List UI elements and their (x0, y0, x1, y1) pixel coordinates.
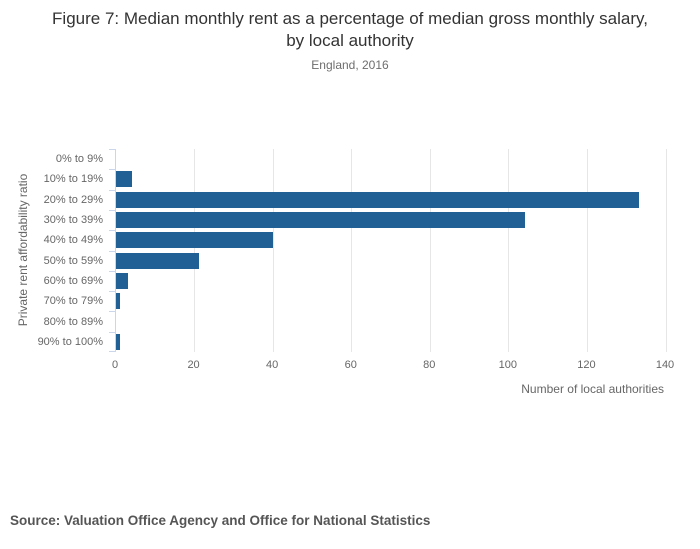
bar-30% to 39% (116, 212, 525, 229)
gridline-140 (665, 149, 667, 352)
y-axis-label: 0% to 9% (55, 153, 103, 166)
x-axis-tick-label: 20 (187, 359, 200, 371)
x-axis-tick-labels: 0 20 40 60 80 100 120 140 (111, 359, 674, 373)
gridline-40 (272, 149, 274, 352)
x-axis-tick-label: 120 (577, 359, 596, 371)
chart-title: Figure 7: Median monthly rent as a perce… (52, 9, 648, 50)
category-axis-tick (109, 311, 115, 312)
y-axis-label: 30% to 39% (43, 214, 103, 227)
y-axis-label: 10% to 19% (43, 173, 103, 186)
gridline-120 (586, 149, 588, 352)
gridline-20 (194, 149, 196, 352)
x-axis-tick-label: 60 (344, 359, 357, 371)
category-axis-tick (109, 251, 115, 252)
x-axis-tick-label: 40 (266, 359, 279, 371)
y-axis-label: 70% to 79% (43, 295, 103, 308)
y-axis-label: 80% to 89% (43, 315, 103, 328)
x-axis-tick-label: 140 (655, 359, 675, 371)
category-axis-tick (109, 149, 115, 150)
x-axis-tick-label: 80 (423, 359, 436, 371)
bar-20% to 29% (116, 191, 639, 208)
category-axis-tick (109, 210, 115, 211)
category-axis-tick (109, 332, 115, 333)
category-axis-tick (109, 291, 115, 292)
y-axis-label: 40% to 49% (43, 234, 103, 247)
y-axis-category-labels: 0% to 9% 10% to 19% 20% to 29% 30% to 39% 40… (0, 149, 103, 352)
bar-60% to 69% (116, 272, 128, 289)
y-axis-label: 90% to 100% (37, 335, 103, 348)
category-axis-tick (109, 230, 115, 231)
category-axis-tick (109, 351, 115, 352)
y-axis-label: 60% to 69% (43, 274, 103, 287)
x-axis-tick-label: 100 (498, 359, 518, 371)
x-axis-tick-label: 0 (111, 359, 119, 371)
bar-10% to 19% (116, 171, 132, 188)
y-axis-label: 50% to 59% (43, 254, 103, 267)
x-axis-title: Number of local authorities (521, 382, 664, 396)
bar-40% to 49% (116, 232, 274, 249)
bar-50% to 59% (116, 252, 199, 269)
source-text: Source: Valuation Office Agency and Offi… (10, 513, 431, 528)
category-axis-tick (109, 190, 115, 191)
gridline-100 (508, 149, 510, 352)
gridline-60 (351, 149, 353, 352)
category-axis-tick (109, 271, 115, 272)
plot-area (109, 149, 667, 352)
category-axis-tick (109, 169, 115, 170)
gridline-80 (429, 149, 431, 352)
chart-subtitle: England, 2016 (311, 58, 389, 72)
bar-90% to 100% (116, 333, 120, 350)
y-axis-label: 20% to 29% (43, 193, 103, 206)
bar-70% to 79% (116, 293, 120, 310)
